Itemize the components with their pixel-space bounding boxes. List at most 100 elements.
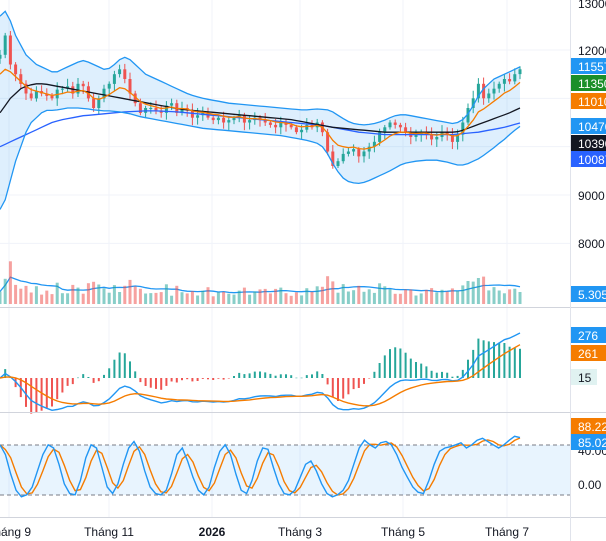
volume-bar (508, 289, 512, 304)
volume-bar (263, 288, 267, 304)
histogram-bar (149, 378, 152, 388)
histogram-bar (279, 374, 282, 378)
volume-bar (123, 285, 127, 304)
candle-body (357, 149, 361, 157)
histogram-bar (113, 359, 116, 378)
candle-body (487, 93, 491, 99)
tag-close (571, 75, 606, 91)
volume-bar (289, 295, 293, 304)
price-indicator-lines (0, 10, 521, 210)
histogram-bar (404, 352, 407, 378)
histogram-bar (201, 378, 204, 379)
candle-body (211, 117, 215, 121)
volume-bar (164, 284, 168, 304)
tag-histogram-text: 15 (578, 371, 592, 385)
histogram-bar (383, 355, 386, 378)
histogram-bar (40, 378, 43, 411)
volume-bar (320, 286, 324, 304)
volume-bar (19, 288, 23, 304)
volume-bar (487, 290, 491, 304)
volume-bar (300, 295, 304, 304)
candle-body (190, 110, 194, 118)
lower-band-line (0, 107, 521, 210)
histogram-bar (373, 371, 376, 378)
volume-bar (513, 288, 517, 304)
volume-bar (471, 281, 475, 304)
volume-bar (180, 292, 184, 304)
histogram-bar (30, 378, 33, 414)
candle-body (346, 151, 350, 154)
tag-histogram (571, 369, 597, 385)
candle-body (274, 124, 278, 128)
candle-body (445, 132, 449, 135)
histogram-bar (191, 378, 194, 382)
volume-bar (232, 294, 236, 304)
tag-lower-band-text: 10087 (578, 153, 606, 167)
candle-body (92, 98, 96, 108)
volume-bar (133, 286, 137, 304)
histogram-bar (175, 378, 178, 383)
histogram-bar (61, 378, 64, 393)
candle-body (476, 83, 480, 99)
candle-body (76, 83, 80, 94)
candle-body (388, 122, 392, 128)
candle-body (279, 122, 283, 128)
volume-bar (242, 287, 246, 304)
histogram-bar (71, 378, 74, 385)
volume-bar (222, 291, 226, 304)
histogram-bar (56, 378, 59, 400)
histogram-bar (513, 348, 516, 378)
volume-bar (518, 292, 522, 304)
volume-bar (450, 288, 454, 304)
candle-body (305, 124, 309, 130)
candle-body (29, 93, 33, 99)
tag-macd-text: 276 (578, 329, 598, 343)
histogram-bar (186, 378, 189, 380)
candle-body (118, 69, 122, 75)
candle-body (149, 108, 153, 109)
tag-upper-band (571, 58, 606, 74)
histogram-bar (97, 378, 100, 382)
x-tick: Tháng 7 (485, 525, 529, 539)
tag-short-ma (571, 93, 606, 109)
histogram-bar (342, 378, 345, 399)
tag-macd (571, 327, 606, 343)
histogram-bar (357, 378, 360, 388)
histogram-bar (181, 378, 183, 381)
histogram-bar (259, 371, 261, 378)
candle-body (138, 103, 142, 113)
candle-body (102, 88, 106, 99)
histogram-bar (331, 378, 334, 397)
histogram-bar (92, 378, 95, 383)
tag-signal (571, 345, 606, 361)
volume-bar (118, 292, 122, 304)
y-tick: 9000 (578, 189, 605, 203)
bollinger-band-fill (0, 11, 520, 210)
volume-bar (482, 276, 486, 304)
histogram-bar (118, 352, 121, 378)
tag-short-ma-text: 11010 (578, 95, 606, 109)
tag-upper-band-text: 11557 (578, 60, 606, 74)
histogram-bar (425, 366, 428, 378)
histogram-bar (368, 378, 371, 379)
candle-body (492, 88, 496, 94)
volume-bar (362, 291, 366, 304)
histogram-bar (311, 374, 313, 378)
histogram-bar (321, 374, 324, 378)
histogram-bar (25, 378, 27, 407)
candle-body (0, 54, 2, 59)
candle-body (383, 127, 387, 133)
histogram-bar (134, 371, 137, 378)
candle-body (461, 122, 465, 135)
histogram-bar (87, 377, 90, 378)
mid-ma-line (0, 83, 521, 133)
histogram-bar (435, 372, 438, 378)
candle-body (71, 86, 75, 94)
histogram-bar (456, 375, 459, 378)
candle-body (513, 74, 517, 82)
volume-bar (175, 285, 179, 304)
grid (0, 0, 570, 517)
tag-signal-text: 261 (578, 347, 598, 361)
tag-mid-band-text: 10470 (578, 120, 606, 134)
